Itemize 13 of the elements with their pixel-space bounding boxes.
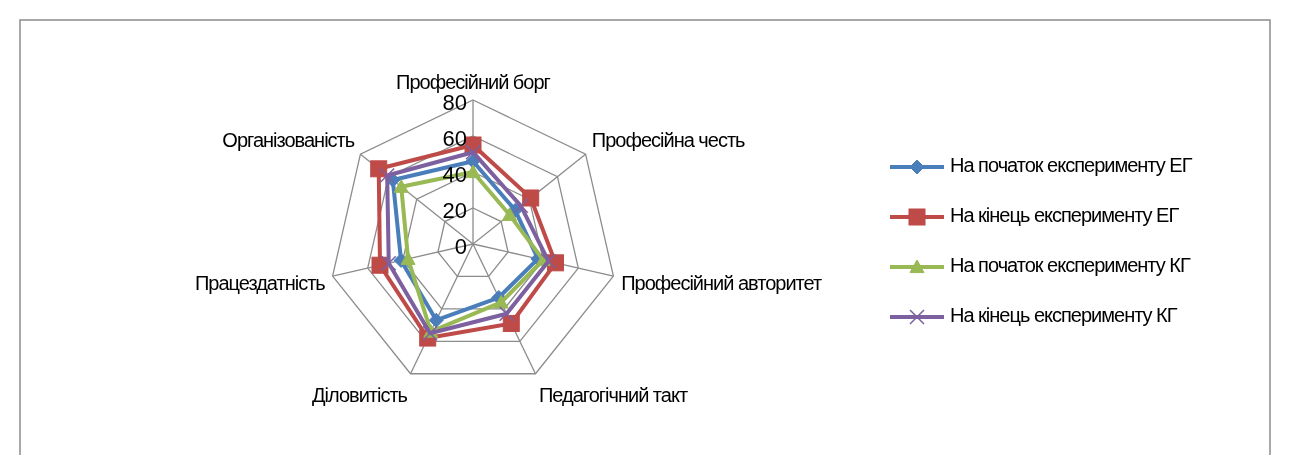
spoke-label: Працездатність bbox=[194, 271, 326, 294]
legend-label: На кінець експерименту КГ bbox=[950, 304, 1178, 327]
y-tick-label: 0 bbox=[454, 233, 467, 259]
y-tick-label: 20 bbox=[442, 197, 467, 223]
legend-label: На початок експерименту ЕГ bbox=[950, 154, 1193, 177]
spoke-label: Педагогічний такт bbox=[538, 384, 688, 407]
y-tick-label: 60 bbox=[442, 125, 467, 151]
legend-label: На початок експерименту КГ bbox=[950, 254, 1191, 277]
spoke-label: Професійна честь bbox=[591, 129, 746, 152]
legend-label: На кінець експерименту ЕГ bbox=[950, 204, 1180, 227]
spoke-label: Діловитість bbox=[312, 384, 408, 407]
spoke-label: Організованість bbox=[222, 129, 355, 152]
spoke-label: Професійний авторитет bbox=[621, 271, 823, 294]
